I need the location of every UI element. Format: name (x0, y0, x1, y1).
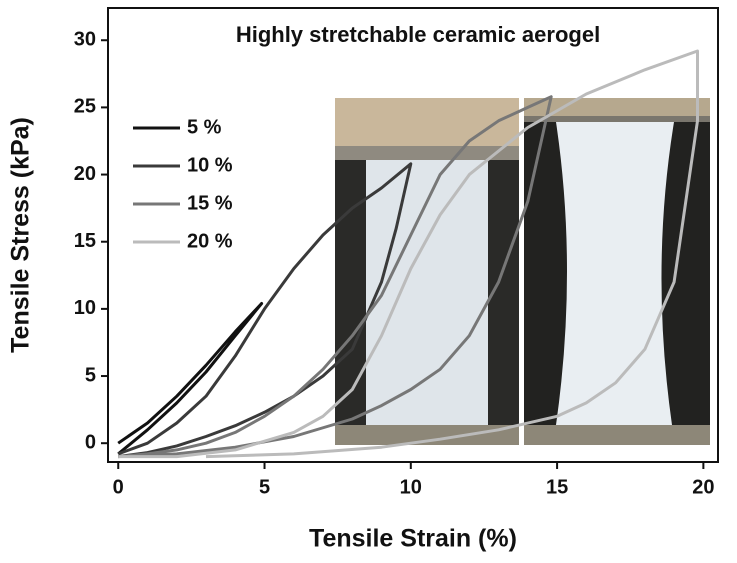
photo-right-bottom (524, 425, 710, 445)
plot-area (117, 49, 699, 459)
inset-photo (335, 98, 710, 445)
series-line (117, 302, 264, 456)
chart-title: Highly stretchable ceramic aerogel (236, 22, 600, 47)
legend-label: 5 % (187, 116, 222, 138)
series-line (118, 95, 553, 459)
photo-right-bar (524, 116, 710, 122)
y-tick-label: 25 (74, 96, 96, 118)
y-tick-label: 20 (74, 163, 96, 185)
y-tick-label: 5 (85, 364, 96, 386)
series-line (117, 162, 413, 459)
legend-label: 15 % (187, 192, 233, 214)
legend-label: 20 % (187, 230, 233, 252)
x-tick-label: 10 (400, 476, 422, 498)
x-tick-label: 20 (692, 476, 714, 498)
plot-frame (107, 7, 719, 463)
y-tick-label: 0 (85, 431, 96, 453)
x-tick-label: 5 (259, 476, 270, 498)
legend-label: 10 % (187, 154, 233, 176)
x-tick-label: 0 (113, 476, 124, 498)
y-tick-label: 10 (74, 297, 96, 319)
photo-left-bottom (335, 425, 519, 445)
y-tick-label: 15 (74, 230, 96, 252)
x-axis-title: Tensile Strain (%) (309, 525, 517, 553)
photo-right-sample (556, 122, 674, 425)
photo-left-bar (335, 146, 519, 160)
x-tick-label: 15 (546, 476, 568, 498)
y-axis-title: Tensile Stress (kPa) (7, 117, 35, 353)
series-line (118, 49, 699, 459)
y-tick-label: 30 (74, 29, 96, 51)
photo-left-clamp (335, 98, 519, 146)
